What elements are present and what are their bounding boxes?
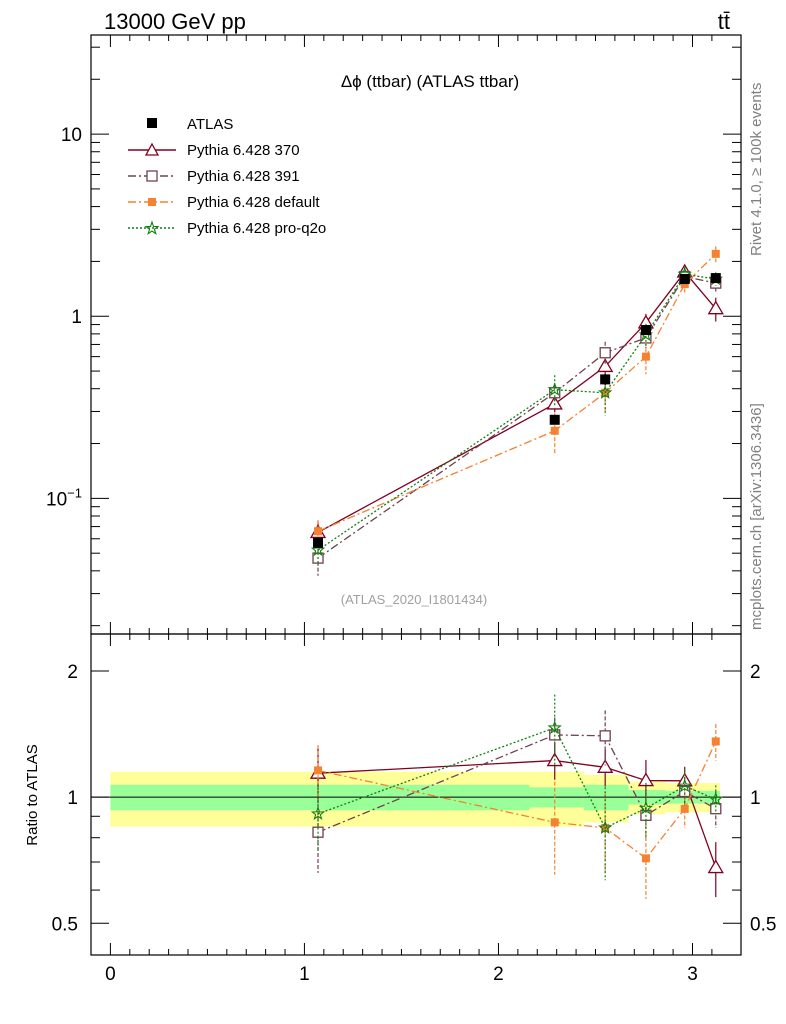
process-label: tt̄ — [718, 9, 730, 34]
ratio-point-pdefault — [680, 804, 689, 813]
atlas-point — [679, 274, 690, 285]
ratio-point-p391 — [710, 803, 722, 815]
legend-marker-pdefault — [148, 198, 156, 206]
ratio-line-p391 — [317, 734, 717, 833]
ratio-y-tick-label: 2 — [67, 662, 78, 683]
legend-marker-pq2o — [144, 220, 160, 235]
x-tick-label: 1 — [299, 964, 310, 985]
series-point-pq2o — [547, 382, 562, 396]
legend-label-p391: Pythia 6.428 391 — [187, 168, 300, 185]
atlas-point — [600, 374, 611, 385]
x-tick-label: 0 — [105, 964, 116, 985]
series-point-p370 — [597, 358, 614, 373]
energy-label: 13000 GeV pp — [104, 9, 246, 34]
chart-title: Δϕ (ttbar) (ATLAS ttbar) — [341, 72, 519, 91]
ratio-plot-frame — [90, 633, 742, 956]
atlas-point — [549, 414, 560, 425]
legend-label-p370: Pythia 6.428 370 — [187, 142, 300, 159]
legend-entry-p370: Pythia 6.428 370 — [128, 142, 300, 159]
ratio-y-tick-label: 0.5 — [52, 914, 78, 935]
ratio-line-pq2o — [317, 727, 717, 829]
series-point-p391 — [599, 347, 611, 359]
series-point-pq2o — [310, 542, 326, 557]
series-line-p391 — [317, 275, 716, 559]
ratio-point-p370 — [707, 859, 724, 874]
ratio-y-axis-label: Ratio to ATLAS — [24, 744, 41, 845]
analysis-id: (ATLAS_2020_I1801434) — [341, 592, 487, 607]
atlas-point — [710, 273, 721, 284]
ratio-point-pdefault — [711, 737, 720, 746]
atlas-point — [640, 325, 651, 336]
ratio-line-pdefault — [317, 741, 717, 860]
legend-entry-pdefault: Pythia 6.428 default — [128, 194, 320, 211]
series-point-pdefault — [550, 426, 559, 435]
legend: ATLAS Pythia 6.428 370 Pythia 6.428 391 … — [128, 116, 326, 237]
legend-entry-atlas: ATLAS — [147, 116, 233, 133]
ratio-y-tick-label: 1 — [67, 788, 78, 809]
series-point-pdefault — [711, 249, 720, 258]
ratio-point-pq2o — [708, 791, 723, 806]
y-tick-label: 10 — [61, 125, 82, 146]
series-point-p370 — [707, 300, 724, 315]
ratio-point-pq2o — [597, 820, 613, 834]
x-tick-label: 2 — [493, 964, 504, 985]
ratio-y-tick-label-right: 0.5 — [750, 914, 776, 935]
legend-label-atlas: ATLAS — [187, 116, 233, 133]
legend-entry-pq2o: Pythia 6.428 pro-q2o — [128, 220, 326, 237]
rivet-version-label: Rivet 4.1.0, ≥ 100k events — [748, 83, 765, 256]
plot-layer: 0 1 2 3 10−1 1 10 0.5 0.5 1 1 2 2 — [46, 34, 776, 985]
legend-label-pq2o: Pythia 6.428 pro-q2o — [187, 220, 326, 237]
legend-marker-p370 — [144, 142, 160, 156]
series-line-pdefault — [317, 253, 717, 532]
series-point-pdefault — [680, 280, 689, 289]
series-point-pdefault — [314, 527, 323, 536]
y-tick-label: 10−1 — [46, 485, 82, 510]
ratio-point-p370 — [637, 772, 655, 787]
ratio-point-pq2o — [677, 778, 692, 793]
ratio-point-pdefault — [314, 766, 323, 775]
legend-entry-p391: Pythia 6.428 391 — [128, 168, 300, 185]
series-line-pq2o — [317, 273, 716, 551]
mcplots-label: mcplots.cern.ch [arXiv:1306.3436] — [748, 403, 765, 630]
ratio-point-pdefault — [550, 818, 559, 827]
series-point-p370 — [546, 395, 563, 410]
ratio-point-pq2o — [310, 806, 326, 820]
legend-marker-atlas — [147, 118, 157, 128]
ratio-y-tick-label-right: 1 — [750, 788, 761, 809]
atlas-point — [313, 537, 324, 548]
legend-label-pdefault: Pythia 6.428 default — [187, 194, 320, 211]
legend-marker-p391 — [146, 170, 158, 182]
ratio-point-pq2o — [638, 800, 654, 815]
x-tick-label: 3 — [687, 964, 698, 985]
ratio-point-pdefault — [641, 854, 650, 863]
ratio-point-pq2o — [547, 720, 562, 734]
y-tick-label: 1 — [71, 307, 82, 328]
ratio-y-tick-label-right: 2 — [750, 662, 761, 683]
ratio-point-p370 — [597, 759, 614, 773]
series-point-pdefault — [641, 352, 650, 361]
series-point-pq2o — [598, 385, 613, 399]
ratio-point-p391 — [599, 730, 611, 742]
